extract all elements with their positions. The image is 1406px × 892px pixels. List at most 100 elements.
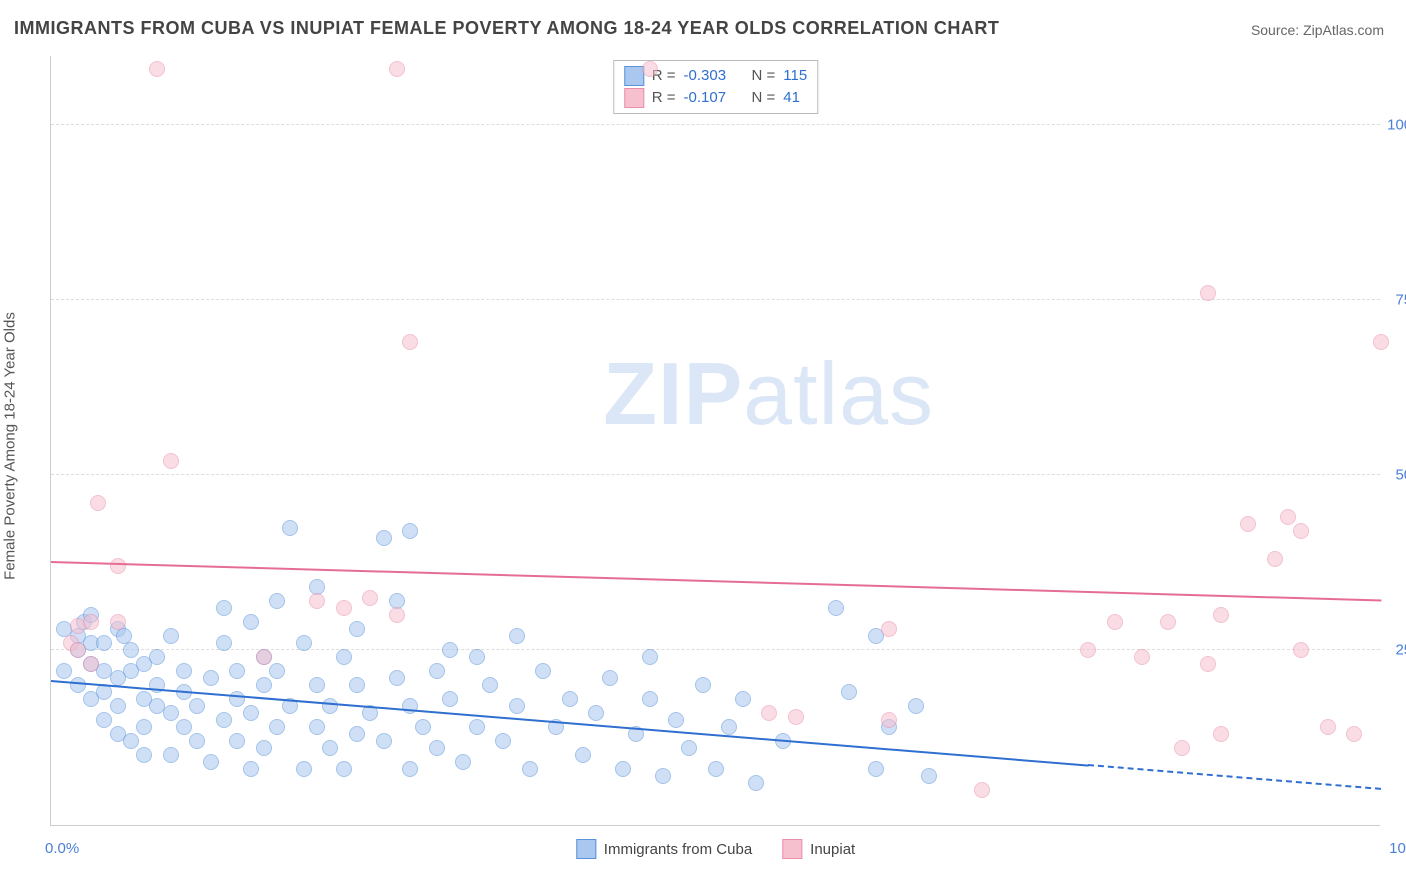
x-tick-label: 0.0% bbox=[45, 840, 79, 857]
gridline bbox=[51, 649, 1380, 650]
legend-item: Immigrants from Cuba bbox=[576, 839, 752, 859]
data-point bbox=[655, 768, 671, 784]
data-point bbox=[389, 607, 405, 623]
data-point bbox=[389, 670, 405, 686]
data-point bbox=[495, 733, 511, 749]
gridline bbox=[51, 299, 1380, 300]
y-axis-label: Female Poverty Among 18-24 Year Olds bbox=[2, 312, 19, 580]
data-point bbox=[123, 642, 139, 658]
data-point bbox=[575, 747, 591, 763]
data-point bbox=[402, 334, 418, 350]
data-point bbox=[642, 691, 658, 707]
legend-swatch bbox=[624, 88, 644, 108]
data-point bbox=[96, 712, 112, 728]
data-point bbox=[336, 761, 352, 777]
chart-title: IMMIGRANTS FROM CUBA VS INUPIAT FEMALE P… bbox=[14, 18, 999, 39]
legend-r-value: -0.107 bbox=[684, 87, 744, 109]
data-point bbox=[229, 663, 245, 679]
y-tick-label: 25.0% bbox=[1395, 642, 1406, 659]
data-point bbox=[296, 635, 312, 651]
data-point bbox=[322, 740, 338, 756]
y-tick-label: 75.0% bbox=[1395, 292, 1406, 309]
data-point bbox=[509, 698, 525, 714]
data-point bbox=[110, 558, 126, 574]
data-point bbox=[229, 691, 245, 707]
data-point bbox=[469, 649, 485, 665]
data-point bbox=[362, 590, 378, 606]
data-point bbox=[256, 677, 272, 693]
data-point bbox=[748, 775, 764, 791]
data-point bbox=[1240, 516, 1256, 532]
data-point bbox=[921, 768, 937, 784]
data-point bbox=[203, 670, 219, 686]
data-point bbox=[1213, 726, 1229, 742]
y-tick-label: 50.0% bbox=[1395, 467, 1406, 484]
data-point bbox=[136, 747, 152, 763]
data-point bbox=[83, 614, 99, 630]
legend-item: Inupiat bbox=[782, 839, 855, 859]
data-point bbox=[376, 530, 392, 546]
data-point bbox=[269, 719, 285, 735]
data-point bbox=[176, 719, 192, 735]
x-tick-label: 100.0% bbox=[1389, 840, 1406, 857]
legend-r-label: R = bbox=[652, 87, 676, 109]
data-point bbox=[189, 733, 205, 749]
data-point bbox=[1373, 334, 1389, 350]
data-point bbox=[389, 61, 405, 77]
data-point bbox=[229, 733, 245, 749]
data-point bbox=[256, 649, 272, 665]
data-point bbox=[110, 698, 126, 714]
data-point bbox=[349, 621, 365, 637]
data-point bbox=[136, 719, 152, 735]
data-point bbox=[163, 453, 179, 469]
data-point bbox=[841, 684, 857, 700]
y-tick-label: 100.0% bbox=[1387, 117, 1406, 134]
data-point bbox=[123, 733, 139, 749]
data-point bbox=[681, 740, 697, 756]
data-point bbox=[216, 600, 232, 616]
data-point bbox=[668, 712, 684, 728]
data-point bbox=[256, 740, 272, 756]
data-point bbox=[1134, 649, 1150, 665]
legend-n-value: 41 bbox=[783, 87, 800, 109]
data-point bbox=[828, 600, 844, 616]
data-point bbox=[110, 614, 126, 630]
data-point bbox=[1293, 642, 1309, 658]
data-point bbox=[721, 719, 737, 735]
legend-n-label: N = bbox=[752, 87, 776, 109]
data-point bbox=[642, 61, 658, 77]
trend-line bbox=[51, 561, 1381, 601]
data-point bbox=[243, 614, 259, 630]
data-point bbox=[509, 628, 525, 644]
data-point bbox=[203, 754, 219, 770]
data-point bbox=[1280, 509, 1296, 525]
trend-line bbox=[1088, 764, 1381, 790]
data-point bbox=[149, 61, 165, 77]
data-point bbox=[881, 621, 897, 637]
data-point bbox=[1346, 726, 1362, 742]
data-point bbox=[562, 691, 578, 707]
data-point bbox=[296, 761, 312, 777]
data-point bbox=[1200, 285, 1216, 301]
data-point bbox=[402, 761, 418, 777]
data-point bbox=[216, 635, 232, 651]
data-point bbox=[349, 677, 365, 693]
legend-label: Inupiat bbox=[810, 841, 855, 858]
data-point bbox=[216, 712, 232, 728]
data-point bbox=[83, 656, 99, 672]
gridline bbox=[51, 124, 1380, 125]
data-point bbox=[176, 663, 192, 679]
data-point bbox=[1107, 614, 1123, 630]
data-point bbox=[189, 698, 205, 714]
data-point bbox=[56, 663, 72, 679]
legend-swatch bbox=[782, 839, 802, 859]
data-point bbox=[429, 740, 445, 756]
data-point bbox=[163, 705, 179, 721]
data-point bbox=[868, 761, 884, 777]
data-point bbox=[735, 691, 751, 707]
data-point bbox=[881, 712, 897, 728]
watermark: ZIPatlas bbox=[603, 343, 934, 445]
data-point bbox=[588, 705, 604, 721]
data-point bbox=[1080, 642, 1096, 658]
data-point bbox=[695, 677, 711, 693]
